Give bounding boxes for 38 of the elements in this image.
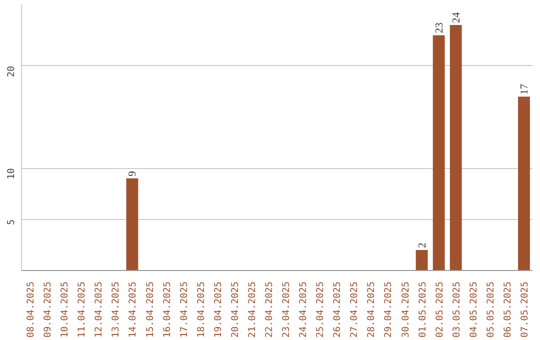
x-tick-label: 30.04.2025 xyxy=(400,281,412,338)
x-tick-label: 04.05.2025 xyxy=(468,281,480,338)
x-tick-label: 10.04.2025 xyxy=(60,281,71,338)
x-tick-label: 09.04.2025 xyxy=(42,281,54,338)
data-label: 2 xyxy=(417,242,428,248)
x-tick-label: 14.04.2025 xyxy=(128,281,139,338)
x-tick-label: 22.04.2025 xyxy=(264,281,275,338)
x-tick-label: 01.05.2025 xyxy=(417,281,428,338)
y-tick-label: 10 xyxy=(6,168,17,180)
x-tick-label: 17.04.2025 xyxy=(178,281,190,338)
x-tick-label: 16.04.2025 xyxy=(162,281,173,338)
x-tick-label: 08.04.2025 xyxy=(26,281,37,338)
x-tick-label: 02.05.2025 xyxy=(434,281,446,338)
x-tick-label: 21.04.2025 xyxy=(246,281,258,338)
y-tick-label: 20 xyxy=(6,66,17,78)
x-tick-label: 11.04.2025 xyxy=(76,281,88,338)
data-label: 24 xyxy=(451,12,462,23)
x-tick-label: 03.05.2025 xyxy=(451,281,462,338)
x-tick-label: 24.04.2025 xyxy=(298,281,310,338)
x-tick-label: 12.04.2025 xyxy=(94,281,105,338)
x-tick-label: 18.04.2025 xyxy=(196,281,207,338)
data-label: 23 xyxy=(434,22,446,34)
data-label: 9 xyxy=(128,171,139,176)
x-tick-label: 29.04.2025 xyxy=(383,281,394,338)
x-tick-label: 13.04.2025 xyxy=(110,281,122,338)
x-tick-label: 25.04.2025 xyxy=(315,281,326,338)
x-tick-label: 07.05.2025 xyxy=(519,281,530,338)
x-tick-label: 23.04.2025 xyxy=(281,281,292,338)
x-tick-label: 05.05.2025 xyxy=(485,281,496,338)
x-tick-label: 20.04.2025 xyxy=(230,281,241,338)
data-label: 17 xyxy=(519,83,530,95)
x-tick-label: 28.04.2025 xyxy=(366,281,378,338)
x-tick-label: 15.04.2025 xyxy=(144,281,156,338)
y-tick-label: 5 xyxy=(6,219,17,225)
x-tick-label: 26.04.2025 xyxy=(332,281,344,338)
x-tick-label: 19.04.2025 xyxy=(212,281,224,338)
x-tick-label: 06.05.2025 xyxy=(502,281,514,338)
x-tick-label: 27.04.2025 xyxy=(349,281,360,338)
